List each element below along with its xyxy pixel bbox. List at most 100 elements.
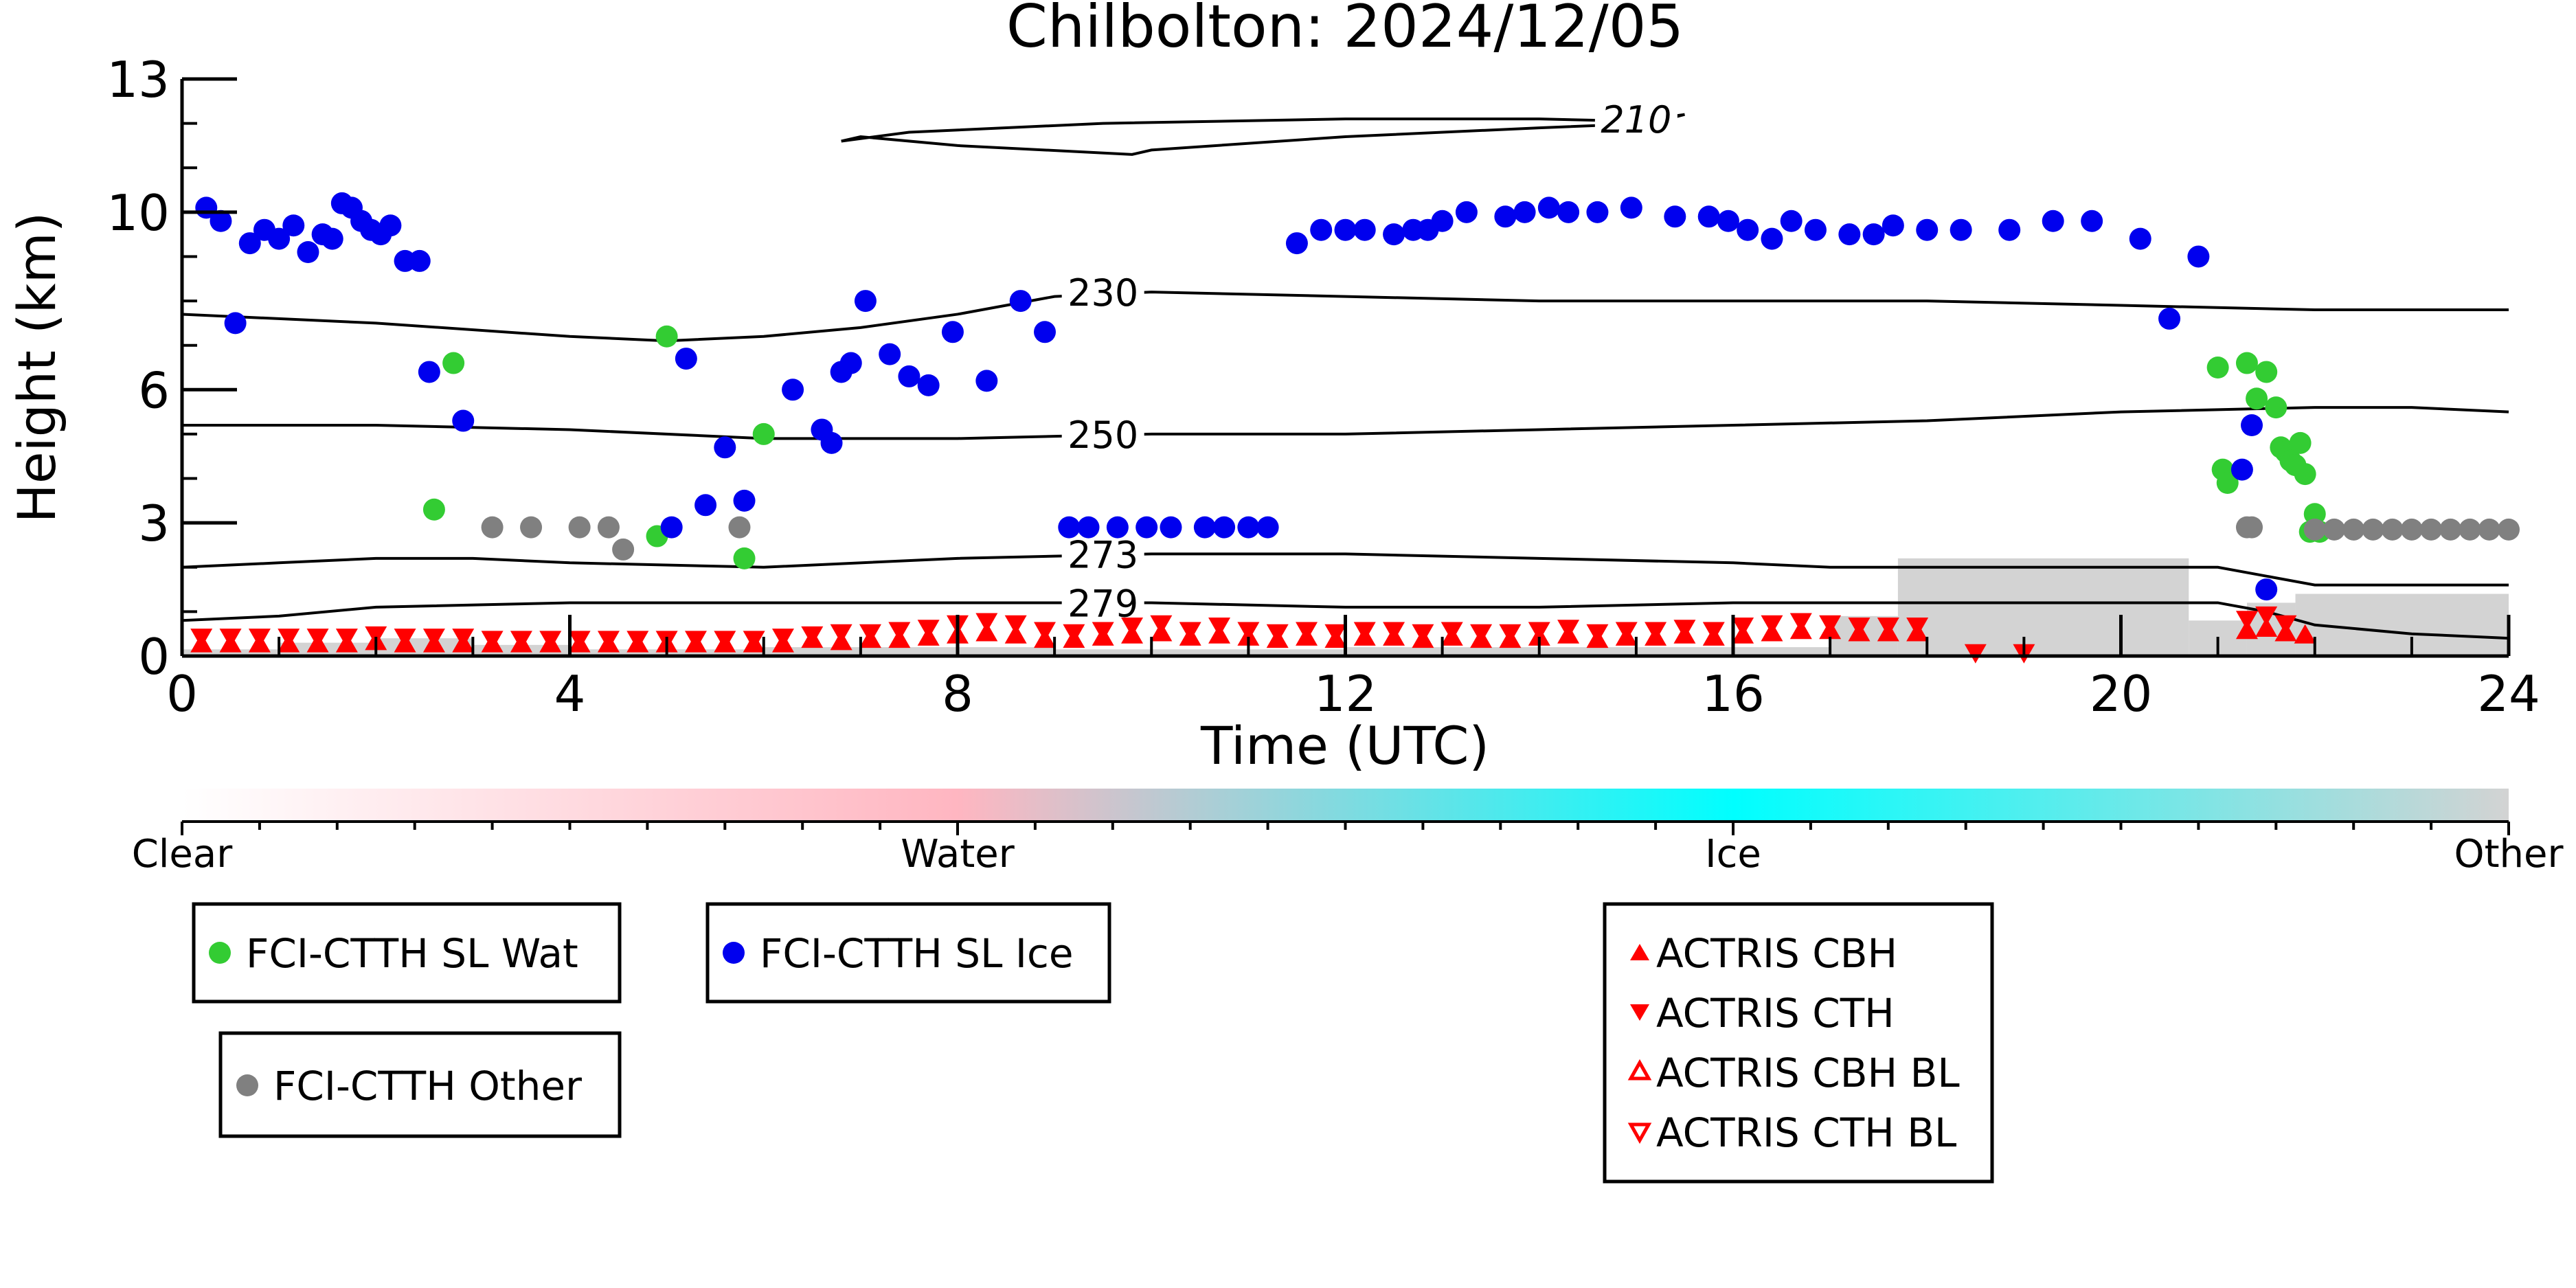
fci-ctth-sl-ice-point	[1136, 516, 1158, 539]
y-tick-label: 3	[138, 495, 170, 552]
x-tick-label: 16	[1702, 665, 1765, 723]
fci-ctth-sl-ice-point	[820, 431, 843, 454]
colorbar-label-ice: Ice	[1705, 832, 1761, 877]
actris-cth-point	[306, 629, 329, 648]
fci-ctth-sl-ice-point	[1494, 205, 1517, 228]
contour-label-210: 210	[1601, 98, 1671, 142]
fci-ctth-sl-ice-point	[1106, 516, 1129, 539]
legend-cth-bl-label: ACTRIS CTH BL	[1656, 1109, 1956, 1156]
legend-cth-label: ACTRIS CTH	[1656, 990, 1895, 1037]
fci-ctth-sl-ice-point	[1557, 201, 1580, 223]
fci-ctth-sl-ice-point	[1537, 196, 1560, 219]
y-tick-label: 6	[138, 361, 170, 419]
axes: 0 3 6 10 13 0 4 8 12 16 20 24	[106, 51, 2540, 723]
fci-ctth-sl-ice-point	[1160, 516, 1182, 539]
x-tick-label: 8	[942, 665, 973, 723]
fci-ctth-other-point	[2323, 518, 2345, 541]
fci-ctth-sl-ice-point	[941, 321, 964, 343]
mask-bar	[1897, 558, 2189, 656]
fci-ctth-other-point	[2400, 518, 2423, 541]
fci-ctth-sl-ice-point	[268, 227, 291, 250]
fci-ctth-other-point	[2498, 518, 2520, 541]
fci-ctth-sl-wat-point	[422, 498, 445, 521]
actris-cth-point	[335, 629, 358, 648]
actris-cth-point	[917, 620, 940, 640]
legend-fci-other: FCI-CTTH Other	[218, 1031, 622, 1138]
mask-bar	[2295, 594, 2509, 656]
actris-cth-point	[1470, 624, 1493, 644]
actris-cth-point	[2255, 606, 2278, 626]
fci-ctth-sl-wat-point	[2246, 387, 2268, 410]
fci-ctth-other-point	[520, 516, 543, 539]
legend-cbh-bl-marker	[1627, 1059, 1652, 1081]
actris-cth-point	[1848, 618, 1871, 637]
fci-ctth-other-point	[728, 516, 751, 539]
actris-cth-point	[422, 629, 445, 648]
legend-ice-marker	[723, 942, 745, 964]
x-tick-label: 0	[166, 665, 198, 723]
fci-ctth-other-point	[2303, 518, 2326, 541]
actris-cth-point	[1557, 620, 1580, 640]
legend-cbh-marker	[1630, 944, 1649, 960]
actris-cth-point	[1702, 622, 1725, 642]
contour-label-250: 250	[1067, 414, 1138, 457]
fci-markers	[195, 192, 2520, 601]
y-tick-label: 0	[138, 628, 170, 686]
actris-cth-point	[1150, 615, 1173, 635]
fci-ctth-sl-ice-point	[418, 361, 440, 383]
y-tick-label: 13	[106, 51, 170, 109]
contour-210	[841, 113, 1685, 156]
actris-cth-point	[1819, 615, 1842, 635]
actris-cth-point	[510, 631, 532, 651]
actris-cth-point	[278, 629, 300, 648]
contour-label-bg	[1061, 413, 1144, 455]
actris-cth-point	[1877, 618, 1899, 637]
fci-ctth-sl-ice-point	[1862, 223, 1885, 246]
fci-ctth-sl-ice-point	[2241, 414, 2263, 436]
fci-ctth-sl-ice-point	[1383, 223, 1405, 246]
colorbar-label-clear: Clear	[132, 832, 233, 877]
fci-ctth-sl-wat-point	[655, 325, 678, 348]
fci-ctth-other-point	[568, 516, 591, 539]
mask-bar	[1054, 649, 1346, 656]
fci-ctth-sl-ice-point	[1431, 210, 1454, 232]
x-tick-label: 4	[554, 665, 586, 723]
y-tick-label: 10	[106, 184, 170, 242]
legend-wat-marker	[209, 942, 231, 964]
fci-ctth-sl-ice-point	[898, 365, 920, 387]
legend-other-label: FCI-CTTH Other	[273, 1063, 582, 1109]
fci-ctth-sl-ice-point	[1285, 232, 1308, 255]
legend-cbh-label: ACTRIS CBH	[1656, 930, 1897, 977]
legend-ice-label: FCI-CTTH SL Ice	[760, 930, 1074, 977]
fci-ctth-sl-ice-point	[1353, 218, 1376, 241]
actris-cth-point	[1964, 644, 1987, 664]
fci-ctth-sl-wat-point	[2303, 503, 2326, 526]
actris-cth-point	[1383, 622, 1405, 642]
fci-ctth-sl-ice-point	[1737, 218, 1759, 241]
actris-cth-point	[1586, 624, 1609, 644]
legend-fci-ice: FCI-CTTH SL Ice	[705, 902, 1111, 1004]
fci-ctth-sl-ice-point	[1780, 210, 1803, 232]
actris-cth-point	[1440, 622, 1463, 642]
fci-ctth-sl-ice-point	[879, 343, 901, 365]
contour-label-bg	[1061, 582, 1144, 624]
actris-cth-point	[743, 631, 765, 651]
fci-ctth-other-point	[2439, 518, 2462, 541]
fci-ctth-sl-ice-point	[1193, 516, 1216, 539]
fci-ctth-sl-ice-point	[452, 409, 475, 432]
fci-ctth-sl-wat-point	[733, 547, 756, 569]
actris-cth-point	[2235, 611, 2258, 631]
fci-ctth-sl-ice-point	[1256, 516, 1279, 539]
colorbar-gradient	[182, 789, 2509, 822]
fci-ctth-sl-wat-point	[442, 352, 465, 374]
actris-cth-point	[1353, 622, 1376, 642]
fci-ctth-sl-ice-point	[1838, 223, 1861, 246]
actris-cbh-point	[2255, 618, 2278, 637]
actris-cth-point	[626, 631, 649, 651]
actris-cth-point	[2274, 615, 2297, 635]
mask-bar	[1345, 647, 1831, 656]
fci-ctth-other-point	[2420, 518, 2443, 541]
legend-wat-label: FCI-CTTH SL Wat	[246, 930, 578, 977]
actris-cth-point	[1732, 618, 1754, 637]
x-tick-label: 20	[2090, 665, 2153, 723]
